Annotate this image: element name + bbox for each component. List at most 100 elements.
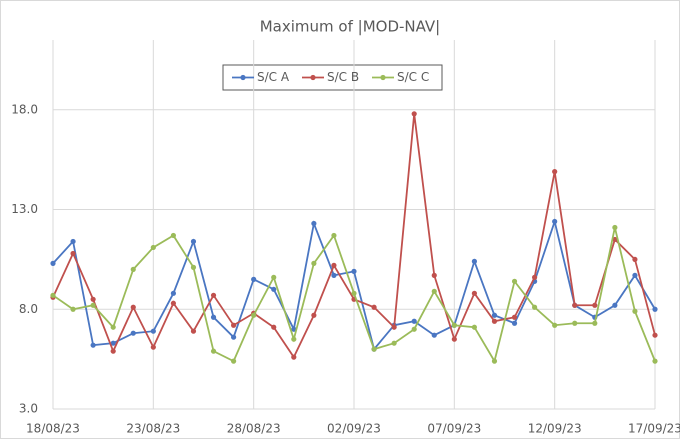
data-point bbox=[311, 260, 317, 266]
x-tick-label: 12/09/23 bbox=[528, 422, 582, 436]
data-point bbox=[150, 344, 156, 350]
y-tick-label: 13.0 bbox=[11, 202, 38, 216]
data-point bbox=[552, 218, 558, 225]
data-point bbox=[592, 302, 598, 308]
y-tick-label: 3.0 bbox=[19, 402, 38, 416]
data-point bbox=[391, 340, 397, 346]
y-tick-label: 18.0 bbox=[11, 102, 38, 116]
data-point bbox=[210, 314, 217, 320]
data-point bbox=[190, 264, 197, 270]
data-point bbox=[632, 272, 638, 278]
data-point bbox=[371, 346, 377, 352]
data-point bbox=[130, 304, 136, 310]
data-point bbox=[351, 290, 357, 296]
data-point bbox=[511, 314, 518, 320]
data-point bbox=[271, 324, 277, 330]
data-point bbox=[231, 358, 237, 364]
y-tick-label: 8.0 bbox=[19, 302, 38, 316]
data-point bbox=[612, 236, 618, 243]
data-point bbox=[70, 250, 76, 257]
data-point bbox=[391, 324, 397, 330]
data-point bbox=[471, 324, 477, 330]
data-point bbox=[351, 268, 357, 274]
legend-label: S/C B bbox=[327, 70, 359, 84]
x-tick-label: 02/09/23 bbox=[327, 422, 381, 436]
data-point bbox=[231, 334, 237, 340]
x-tick-label: 23/08/23 bbox=[126, 422, 180, 436]
data-point bbox=[511, 278, 518, 284]
data-point bbox=[251, 276, 257, 282]
data-point bbox=[632, 308, 638, 314]
data-point bbox=[110, 324, 116, 330]
data-point bbox=[291, 326, 297, 332]
data-point bbox=[170, 232, 176, 239]
data-point bbox=[431, 272, 437, 278]
data-point bbox=[532, 274, 538, 280]
data-point bbox=[110, 340, 116, 346]
data-point bbox=[471, 258, 477, 264]
data-point bbox=[170, 290, 176, 296]
data-point bbox=[50, 260, 56, 266]
x-tick-label: 17/09/23 bbox=[628, 422, 680, 436]
legend-marker bbox=[310, 74, 316, 81]
data-point bbox=[170, 300, 176, 306]
data-point bbox=[311, 312, 317, 318]
data-point bbox=[70, 306, 76, 312]
data-point bbox=[311, 220, 317, 227]
legend-marker bbox=[240, 74, 246, 81]
data-point bbox=[251, 312, 257, 318]
data-point bbox=[231, 322, 237, 328]
data-point bbox=[130, 266, 136, 272]
chart-title: Maximum of |MOD-NAV| bbox=[260, 18, 441, 36]
data-point bbox=[511, 320, 518, 326]
data-point bbox=[331, 232, 337, 239]
data-point bbox=[291, 354, 297, 360]
data-point bbox=[612, 224, 618, 231]
data-point bbox=[210, 292, 217, 298]
data-point bbox=[110, 348, 116, 354]
data-point bbox=[70, 238, 76, 245]
data-point bbox=[491, 318, 498, 324]
data-point bbox=[90, 296, 96, 302]
data-point bbox=[471, 290, 477, 296]
data-point bbox=[552, 322, 558, 328]
legend-marker bbox=[380, 74, 386, 81]
x-tick-label: 28/08/23 bbox=[227, 422, 281, 436]
data-point bbox=[652, 306, 658, 312]
data-point bbox=[190, 328, 197, 334]
data-point bbox=[411, 318, 417, 324]
legend-label: S/C A bbox=[257, 70, 290, 84]
data-point bbox=[552, 169, 558, 175]
data-point bbox=[592, 320, 598, 326]
x-tick-label: 18/08/23 bbox=[26, 422, 80, 436]
data-point bbox=[612, 302, 618, 308]
data-point bbox=[331, 272, 337, 278]
data-point bbox=[431, 288, 437, 294]
legend-box bbox=[222, 64, 443, 91]
data-point bbox=[130, 330, 136, 336]
data-point bbox=[271, 274, 277, 280]
data-point bbox=[50, 292, 56, 298]
data-point bbox=[371, 304, 377, 310]
data-point bbox=[150, 244, 156, 251]
data-point bbox=[331, 262, 337, 268]
data-point bbox=[491, 358, 498, 364]
data-point bbox=[411, 111, 417, 117]
data-point bbox=[632, 256, 638, 263]
data-point bbox=[451, 322, 457, 328]
data-point bbox=[572, 320, 578, 326]
data-point bbox=[652, 332, 658, 338]
data-point bbox=[210, 348, 217, 354]
data-point bbox=[291, 336, 297, 342]
legend-label: S/C C bbox=[397, 70, 429, 84]
data-point bbox=[431, 332, 437, 338]
data-point bbox=[652, 358, 658, 364]
data-point bbox=[90, 342, 96, 348]
data-point bbox=[90, 302, 96, 308]
data-point bbox=[572, 302, 578, 308]
data-point bbox=[271, 286, 277, 292]
data-point bbox=[190, 238, 197, 245]
data-point bbox=[532, 304, 538, 310]
x-tick-label: 07/09/23 bbox=[427, 422, 481, 436]
